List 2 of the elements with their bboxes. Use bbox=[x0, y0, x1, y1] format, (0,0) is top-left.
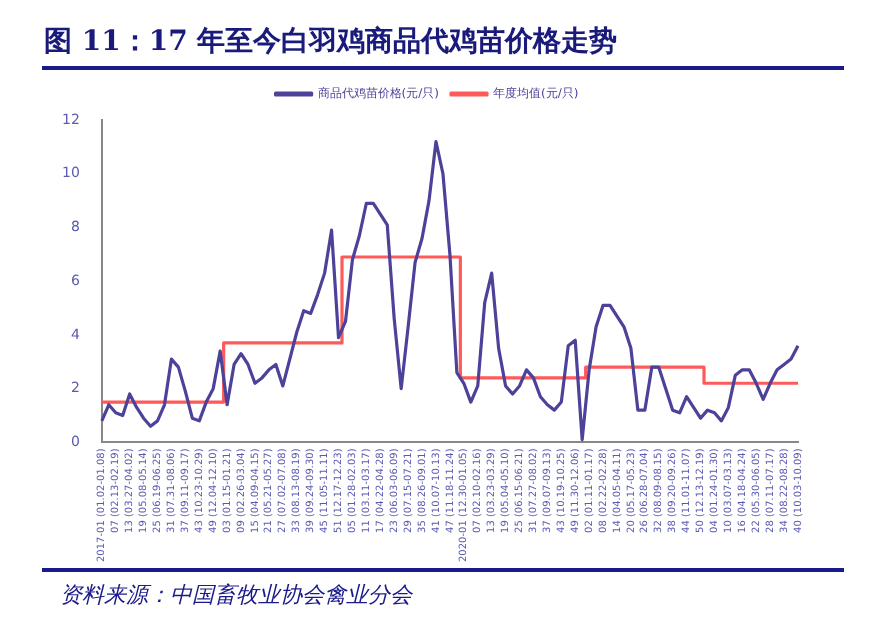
chart-title: 图 11：17 年至今白羽鸡商品代鸡苗价格走势 bbox=[44, 24, 618, 60]
text: 资料来源：中国畜牧业协会禽业分会 bbox=[60, 580, 412, 610]
